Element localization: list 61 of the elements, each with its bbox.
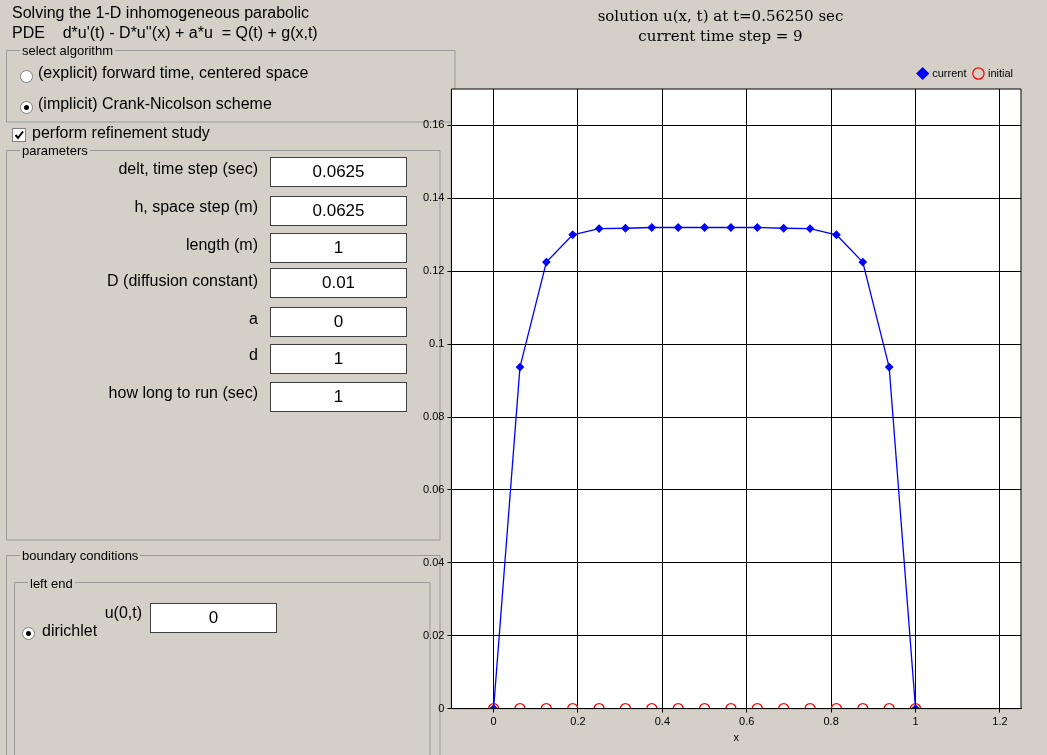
chart-subtitle: current time step = 9 (638, 26, 803, 45)
y-tick-label: 0.08 (422, 410, 445, 423)
y-tick-label: 0.02 (422, 628, 445, 641)
text: PDE d*u'(t) - D*u''(x) + a*u = Q(t) + g(x,t) (12, 24, 318, 42)
x-tick-label: 0.8 (823, 715, 839, 728)
legend-label: current (932, 66, 967, 79)
point (647, 223, 656, 232)
text: delt, time step (sec) (118, 160, 258, 178)
text: 0.01 (270, 268, 407, 298)
x-tick-label: 0.2 (570, 715, 586, 728)
y-tick-label: 0.1 (429, 337, 445, 350)
y-tick-label: 0.12 (422, 264, 445, 277)
point (700, 223, 709, 232)
x-tick-label: 0 (490, 715, 497, 728)
text: boundary conditions (21, 548, 140, 563)
text: a (249, 310, 258, 328)
text: perform refinement study (32, 124, 210, 142)
legend-label: initial (987, 66, 1014, 79)
point (621, 224, 630, 233)
text: D (diffusion constant) (107, 272, 258, 290)
text: (explicit) forward time, centered space (38, 64, 309, 82)
text: 1 (270, 344, 407, 374)
chart-title: solution u(x, t) at t=0.56250 sec (597, 6, 844, 25)
point (858, 257, 867, 267)
text: 0.0625 (270, 196, 407, 226)
point (594, 224, 604, 233)
x-axis-title: x (733, 731, 740, 744)
text: u(0,t) (104, 604, 142, 622)
point (753, 223, 762, 232)
text: 0 (150, 603, 277, 633)
text: dirichlet (42, 622, 98, 640)
y-tick-label: 0.06 (422, 482, 445, 495)
text: (implicit) Crank-Nicolson scheme (38, 95, 272, 113)
text: select algorithm (21, 43, 115, 58)
text: h, space step (m) (134, 198, 258, 216)
text: left end (29, 576, 74, 591)
point (515, 362, 525, 372)
point (568, 230, 577, 239)
point (542, 257, 551, 267)
text: parameters (21, 143, 89, 158)
point (674, 223, 683, 232)
y-tick-label: 0.04 (422, 555, 445, 568)
text: 1 (270, 382, 407, 412)
text: d (249, 346, 258, 364)
text: how long to run (sec) (108, 384, 258, 402)
y-tick-label: 0 (438, 701, 445, 714)
y-tick-label: 0.14 (422, 191, 445, 204)
x-tick-label: 0.4 (654, 715, 671, 728)
point (885, 362, 894, 372)
point (805, 224, 815, 233)
x-tick-label: 1.2 (992, 715, 1008, 728)
text: 0 (270, 307, 407, 337)
text: 1 (270, 233, 407, 263)
text: length (m) (185, 236, 258, 254)
x-tick-label: 0.6 (739, 715, 755, 728)
point (779, 224, 788, 233)
x-tick-label: 1 (912, 715, 919, 728)
y-tick-label: 0.16 (422, 118, 445, 131)
text: Solving the 1-D inhomogeneous parabolic (12, 4, 310, 22)
text: 0.0625 (270, 157, 407, 187)
point (832, 230, 841, 239)
